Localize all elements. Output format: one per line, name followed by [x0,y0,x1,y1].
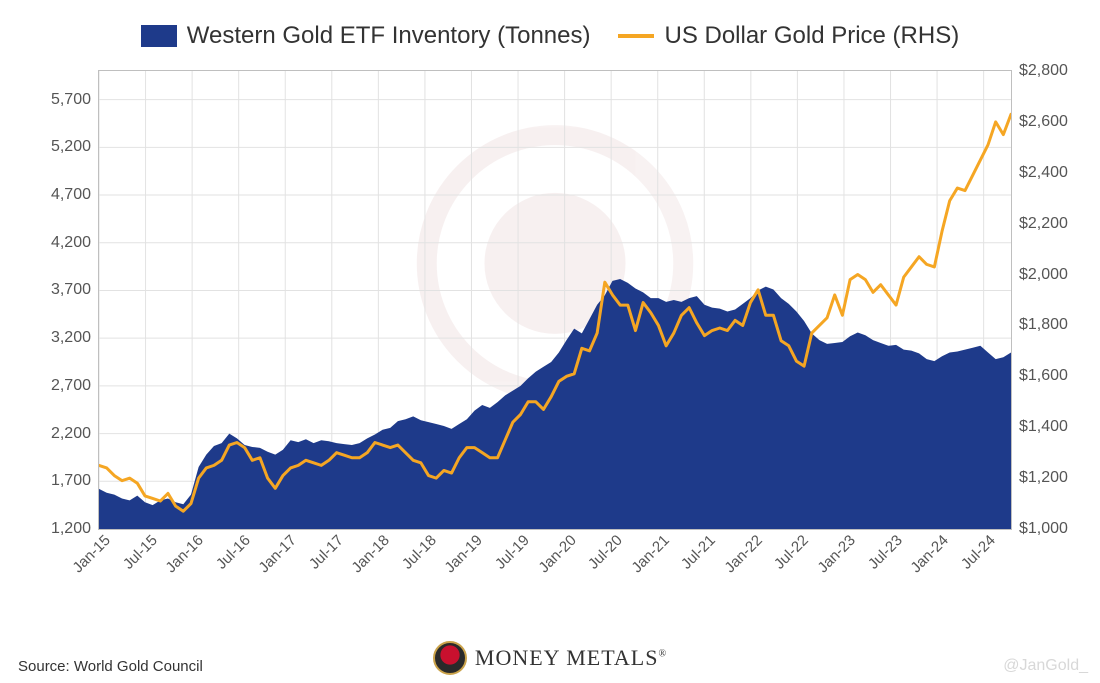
brand-text: MONEY METALS [475,645,659,670]
y-left-tick: 2,700 [11,377,91,395]
x-tick: Jul-18 [399,532,440,573]
x-tick: Jul-17 [306,532,347,573]
source-text: Source: World Gold Council [18,658,203,675]
y-right-tick: $1,000 [1019,520,1089,538]
y-right-tick: $1,200 [1019,469,1089,487]
x-tick: Jul-16 [213,532,254,573]
legend-swatch-line [618,34,654,38]
y-left-tick: 3,700 [11,281,91,299]
credit-handle: @JanGold_ [1003,657,1088,675]
brand-registered: ® [658,649,667,660]
x-tick: Jul-21 [678,532,719,573]
x-tick: Jan-22 [721,532,765,576]
x-tick: Jul-24 [958,532,999,573]
x-tick: Jan-21 [628,532,672,576]
chart-svg [99,71,1011,529]
y-right-tick: $1,600 [1019,367,1089,385]
legend-label-area: Western Gold ETF Inventory (Tonnes) [187,22,591,50]
x-tick: Jan-20 [535,532,579,576]
y-right-tick: $2,200 [1019,215,1089,233]
y-left-tick: 4,700 [11,186,91,204]
y-left-tick: 5,700 [11,91,91,109]
legend-item-area: Western Gold ETF Inventory (Tonnes) [141,22,591,50]
legend-item-line: US Dollar Gold Price (RHS) [618,22,959,50]
x-tick: Jul-19 [492,532,533,573]
x-tick: Jul-20 [585,532,626,573]
y-right-tick: $1,800 [1019,316,1089,334]
x-tick: Jul-15 [119,532,160,573]
x-tick: Jul-22 [771,532,812,573]
y-left-tick: 2,200 [11,425,91,443]
y-right-tick: $1,400 [1019,418,1089,436]
legend: Western Gold ETF Inventory (Tonnes) US D… [0,22,1100,50]
y-left-tick: 3,200 [11,329,91,347]
x-tick: Jan-23 [814,532,858,576]
x-tick: Jan-15 [69,532,113,576]
x-tick: Jul-23 [864,532,905,573]
x-tick: Jan-24 [907,532,951,576]
y-left-tick: 4,200 [11,234,91,252]
x-tick: Jan-16 [162,532,206,576]
brand-circle-icon [433,641,467,675]
y-left-tick: 1,200 [11,520,91,538]
y-right-tick: $2,000 [1019,266,1089,284]
legend-swatch-area [141,25,177,47]
x-tick: Jan-19 [442,532,486,576]
y-right-tick: $2,600 [1019,113,1089,131]
y-left-tick: 5,200 [11,138,91,156]
y-left-tick: 1,700 [11,472,91,490]
legend-label-line: US Dollar Gold Price (RHS) [664,22,959,50]
chart-root: Western Gold ETF Inventory (Tonnes) US D… [0,0,1100,683]
plot-wrap: 1,2001,7002,2002,7003,2003,7004,2004,700… [20,70,1080,590]
x-tick: Jan-18 [349,532,393,576]
y-right-tick: $2,400 [1019,164,1089,182]
x-tick: Jan-17 [256,532,300,576]
y-right-tick: $2,800 [1019,62,1089,80]
plot-area: 1,2001,7002,2002,7003,2003,7004,2004,700… [98,70,1012,530]
